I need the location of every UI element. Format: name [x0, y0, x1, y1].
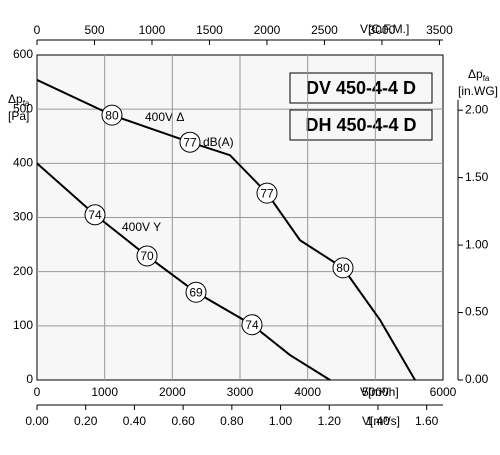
x3-tick-label: 1.00	[269, 414, 293, 428]
y2-tick-label: 2.00	[465, 102, 489, 116]
x3-tick-label: 0.20	[74, 414, 98, 428]
x3-tick-label: 0.80	[220, 414, 244, 428]
db-marker	[84, 204, 106, 226]
y-label-main: Δp	[8, 92, 23, 106]
db-marker	[101, 104, 123, 126]
x3-tick-label: 0.60	[171, 414, 195, 428]
x2-axis-label: V[C.F.M.]	[360, 22, 409, 36]
x2-tick-label: 1000	[139, 23, 166, 37]
model-label: DH 450-4-4 D	[305, 115, 416, 135]
x2-tick-label: 1500	[196, 23, 223, 37]
series-label: 400V Y	[122, 220, 161, 234]
x-tick-label: 0	[34, 385, 41, 399]
x3-tick-label: 1.20	[318, 414, 342, 428]
x-tick-label: 5000	[362, 385, 389, 399]
x-tick-label: 2000	[159, 385, 186, 399]
y2-label-sub: fa	[483, 74, 490, 83]
series-label: 400V Δ	[145, 110, 184, 124]
x3-axis-label: V[m³/s]	[362, 414, 400, 428]
y-tick-label: 600	[13, 47, 33, 61]
y2-axis-unit: [in.WG]	[458, 84, 498, 98]
x-tick-label: 3000	[227, 385, 254, 399]
x2-tick-label: 500	[84, 23, 104, 37]
db-label: 77	[260, 186, 274, 200]
y2-tick-label: 1.50	[465, 170, 489, 184]
y-tick-label: 300	[13, 210, 33, 224]
y-axis-label: Δpfa	[8, 92, 30, 108]
x-tick-label: 1000	[91, 385, 118, 399]
y2-tick-label: 0.50	[465, 305, 489, 319]
db-marker	[185, 281, 207, 303]
y-axis-unit: [Pa]	[8, 109, 29, 123]
db-marker	[136, 245, 158, 267]
x2-tick-label: 3500	[426, 23, 453, 37]
y-label-sub: fa	[23, 99, 30, 108]
x3-tick-label: 1.40	[366, 414, 390, 428]
y2-tick-label: 0.00	[465, 372, 489, 386]
x3-tick-label: 0.40	[123, 414, 147, 428]
db-marker	[179, 131, 201, 153]
y-tick-label: 200	[13, 264, 33, 278]
y-tick-label: 400	[13, 156, 33, 170]
y2-axis-label: Δpfa	[468, 67, 490, 83]
db-label: 74	[245, 318, 259, 332]
x-tick-label: 6000	[430, 385, 457, 399]
db-label: 80	[105, 108, 119, 122]
y2-tick-label: 1.00	[465, 237, 489, 251]
annotation: dB(A)	[203, 135, 234, 149]
x2-tick-label: 0	[34, 23, 41, 37]
db-label: 77	[183, 135, 197, 149]
x2-tick-label: 3000	[369, 23, 396, 37]
model-label: DV 450-4-4 D	[306, 78, 416, 98]
db-label: 74	[88, 208, 102, 222]
db-label: 70	[140, 249, 154, 263]
db-marker	[241, 314, 263, 336]
db-label: 69	[189, 285, 203, 299]
db-marker	[332, 257, 354, 279]
x-tick-label: 4000	[294, 385, 321, 399]
db-label: 80	[336, 261, 350, 275]
x2-tick-label: 2000	[254, 23, 281, 37]
x3-tick-label: 1.60	[415, 414, 439, 428]
y2-label-main: Δp	[468, 67, 483, 81]
model-box	[289, 109, 433, 141]
x2-tick-label: 2500	[311, 23, 338, 37]
model-box	[289, 72, 433, 104]
y-tick-label: 0	[26, 372, 33, 386]
y-tick-label: 100	[13, 318, 33, 332]
db-marker	[256, 182, 278, 204]
x3-tick-label: 0.00	[25, 414, 49, 428]
y-tick-label: 500	[13, 101, 33, 115]
x-axis-label: V[m³/h]	[360, 385, 399, 399]
